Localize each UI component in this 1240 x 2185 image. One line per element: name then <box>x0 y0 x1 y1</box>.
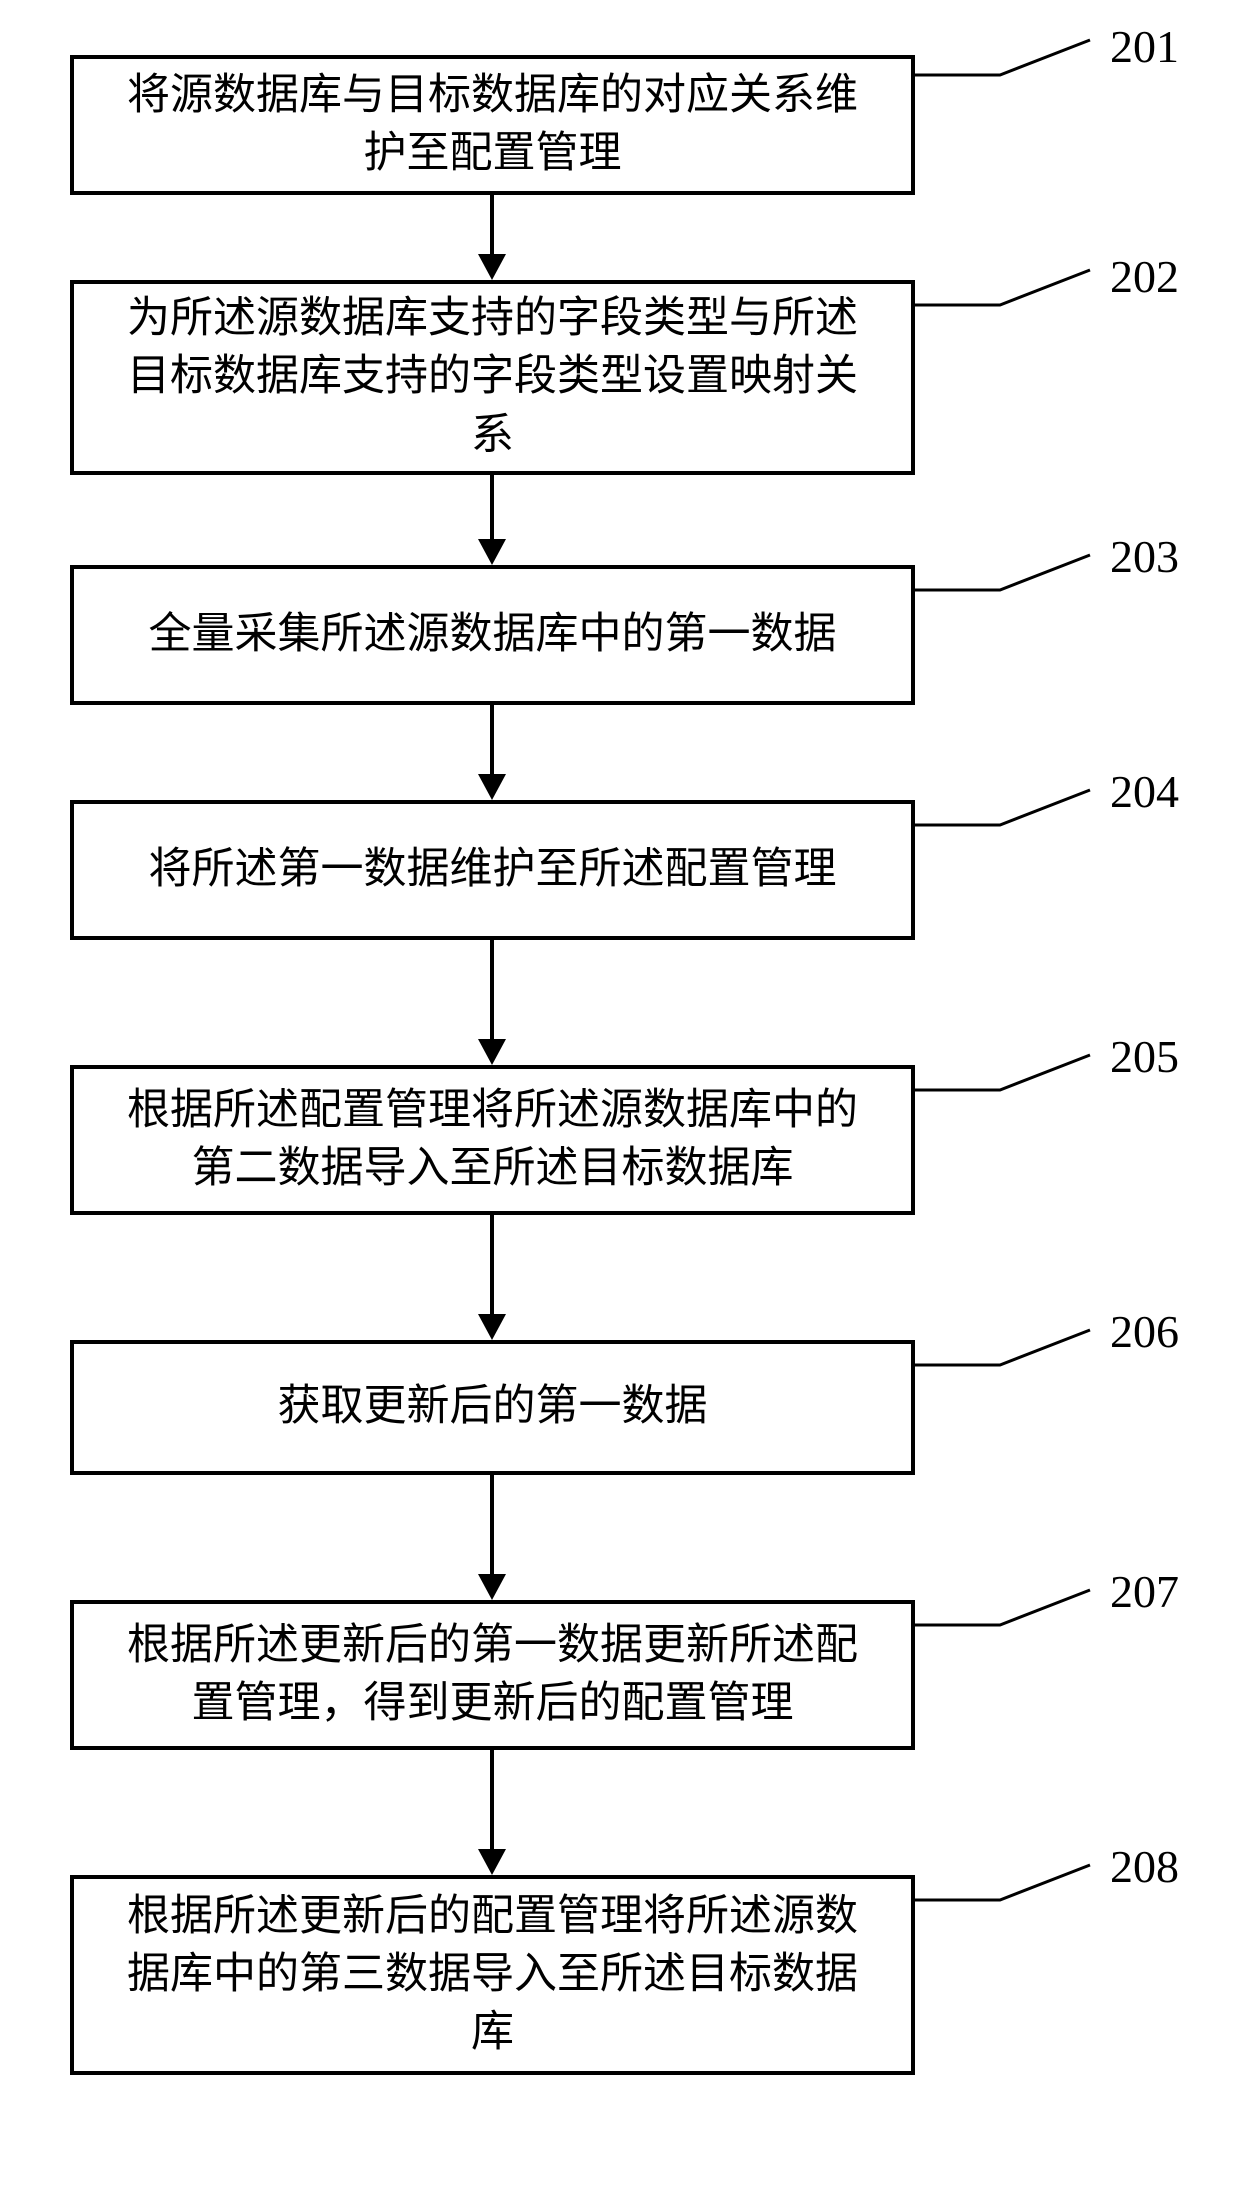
node-label-208: 208 <box>1110 1840 1179 1893</box>
leader-line-208 <box>0 0 1240 2185</box>
flowchart-canvas: 将源数据库与目标数据库的对应关系维 护至配置管理 201 为所述源数据库支持的字… <box>0 0 1240 2185</box>
